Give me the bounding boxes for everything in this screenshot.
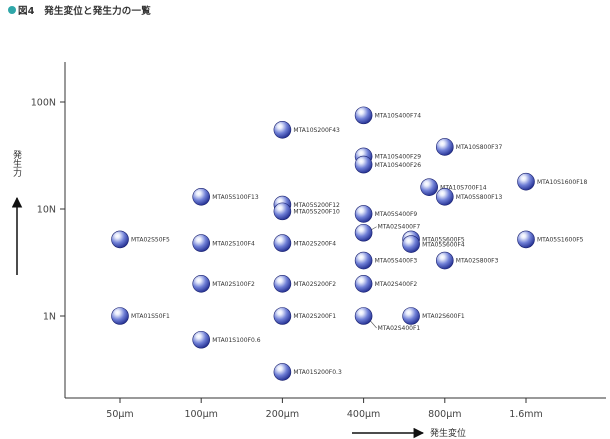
y-tick-label: 1N bbox=[43, 312, 56, 323]
data-point bbox=[402, 307, 420, 325]
data-point bbox=[435, 251, 454, 270]
data-point bbox=[192, 188, 210, 206]
data-point bbox=[420, 178, 438, 196]
data-point bbox=[517, 172, 535, 191]
data-point-label: MTA10S1600F18 bbox=[537, 179, 587, 186]
data-point-label: MTA01S100F0.6 bbox=[212, 337, 261, 344]
data-point-label: MTA05S100F13 bbox=[212, 194, 259, 201]
data-point bbox=[354, 223, 373, 242]
data-point bbox=[354, 251, 373, 270]
y-axis-title: 発生力 bbox=[11, 149, 22, 178]
y-tick-label: 10N bbox=[37, 205, 56, 216]
data-point bbox=[354, 274, 373, 293]
data-point-label: MTA02S400F1 bbox=[378, 325, 421, 332]
data-point-label: MTA05S800F13 bbox=[456, 194, 503, 201]
x-axis-title: 発生変位 bbox=[430, 427, 466, 439]
data-point bbox=[192, 274, 210, 293]
data-point bbox=[273, 307, 292, 325]
data-point-label: MTA02S400F2 bbox=[375, 281, 418, 288]
data-point-label: MTA02S200F1 bbox=[293, 313, 336, 320]
data-point-label: MTA05S600F5 bbox=[422, 237, 465, 244]
figure-title: 図4 発生変位と発生力の一覧 bbox=[18, 6, 151, 17]
data-point bbox=[111, 230, 129, 249]
data-point-label: MTA05S400F9 bbox=[375, 211, 418, 218]
data-point-label: MTA02S200F4 bbox=[293, 240, 336, 247]
data-point bbox=[354, 106, 373, 125]
x-tick-label: 800μm bbox=[428, 409, 461, 420]
data-point-label: MTA02S50F5 bbox=[131, 237, 170, 244]
data-point bbox=[273, 363, 292, 381]
title-marker-icon bbox=[8, 6, 16, 14]
data-point-label: MTA05S200F10 bbox=[293, 209, 340, 216]
data-points: MTA10S400F74MTA10S200F43MTA10S400F29MTA1… bbox=[111, 106, 587, 381]
data-point bbox=[435, 138, 454, 156]
x-tick-label: 400μm bbox=[347, 409, 380, 420]
data-point bbox=[192, 330, 210, 349]
data-point-label: MTA02S400F7 bbox=[378, 224, 421, 231]
data-point-label: MTA05S400F3 bbox=[375, 258, 418, 265]
data-point-label: MTA02S100F4 bbox=[212, 240, 255, 247]
data-point bbox=[354, 307, 373, 325]
data-point-label: MTA02S200F2 bbox=[293, 281, 336, 288]
data-point-label: MTA10S200F43 bbox=[293, 127, 340, 134]
data-point-label: MTA10S400F74 bbox=[375, 113, 422, 120]
data-point-label: MTA02S800F3 bbox=[456, 258, 499, 265]
x-tick-group: 50μm 100μm 200μm 400μm 800μm 1.6mm bbox=[106, 398, 543, 420]
data-point-label: MTA05S1600F5 bbox=[537, 237, 584, 244]
data-point bbox=[273, 234, 292, 252]
y-tick-group: 1N 10N 100N bbox=[31, 98, 65, 323]
data-point-label: MTA10S400F29 bbox=[375, 154, 422, 161]
data-point-label: MTA02S600F1 bbox=[422, 313, 465, 320]
data-point bbox=[273, 274, 292, 293]
figure-header: 図4 発生変位と発生力の一覧 bbox=[8, 3, 151, 17]
data-point-label: MTA10S800F37 bbox=[456, 144, 503, 151]
data-point-label: MTA05S200F12 bbox=[293, 202, 340, 209]
data-point-label: MTA01S50F1 bbox=[131, 313, 170, 320]
data-point bbox=[402, 235, 420, 253]
data-point bbox=[517, 230, 535, 249]
data-point-label: MTA10S700F14 bbox=[440, 184, 487, 191]
data-point bbox=[111, 307, 129, 325]
data-point bbox=[435, 188, 454, 206]
data-point-label: MTA10S400F26 bbox=[375, 162, 422, 169]
data-point-label: MTA05S600F4 bbox=[422, 241, 465, 248]
data-point-label: MTA02S100F2 bbox=[212, 281, 255, 288]
data-point bbox=[354, 155, 373, 174]
data-point bbox=[354, 205, 373, 223]
data-point bbox=[273, 202, 292, 221]
x-tick-label: 50μm bbox=[106, 409, 133, 420]
y-tick-label: 100N bbox=[31, 98, 56, 109]
x-tick-label: 200μm bbox=[266, 409, 299, 420]
x-tick-label: 100μm bbox=[184, 409, 217, 420]
data-point bbox=[192, 234, 210, 252]
x-tick-label: 1.6mm bbox=[509, 409, 543, 420]
data-point bbox=[273, 120, 292, 139]
data-point-label: MTA01S200F0.3 bbox=[293, 369, 342, 376]
leader-line bbox=[369, 319, 377, 329]
